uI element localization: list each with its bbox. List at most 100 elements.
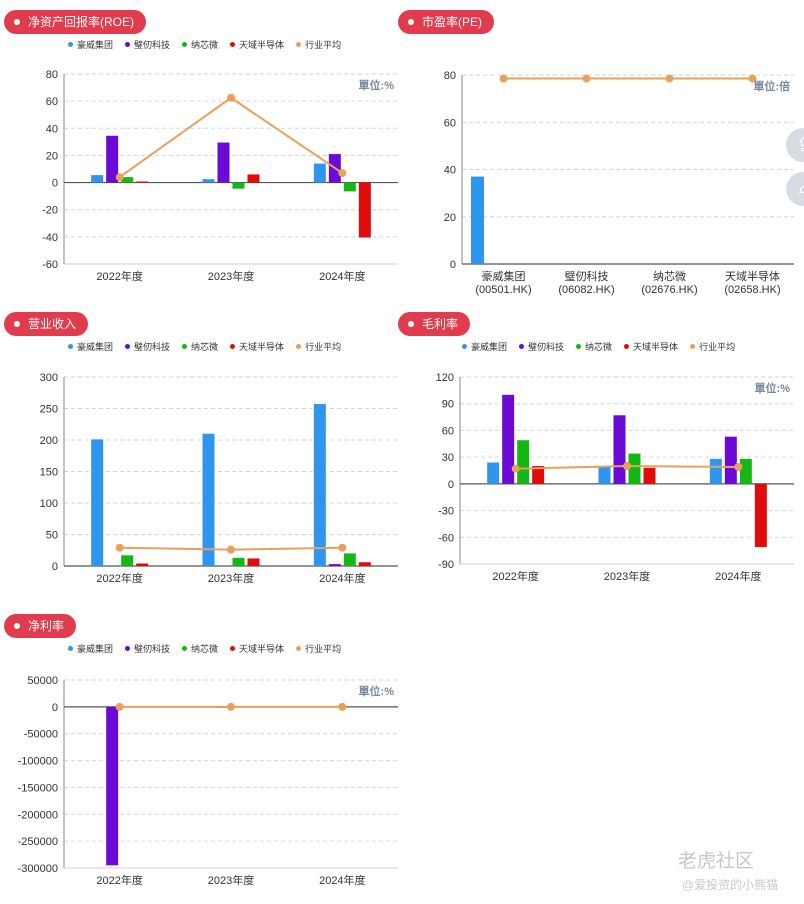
legend-item[interactable]: 璧仞科技 bbox=[125, 38, 170, 51]
y-tick-label: 0 bbox=[52, 702, 58, 714]
legend-dot bbox=[230, 646, 236, 651]
y-tick-label: 0 bbox=[448, 479, 454, 491]
bar bbox=[91, 175, 104, 183]
bar bbox=[517, 440, 530, 484]
legend-item[interactable]: 天域半导体 bbox=[230, 340, 284, 353]
legend-item[interactable]: 纳芯微 bbox=[576, 340, 612, 353]
y-tick-label: -250000 bbox=[18, 836, 58, 848]
legend-dot bbox=[125, 42, 131, 47]
average-point bbox=[115, 173, 124, 182]
bar bbox=[91, 439, 104, 566]
bar bbox=[121, 555, 134, 566]
legend-label: 豪威集团 bbox=[77, 40, 114, 50]
legend-item[interactable]: 天域半导体 bbox=[230, 38, 284, 51]
legend-dot bbox=[182, 42, 188, 47]
legend-dot bbox=[230, 42, 236, 47]
x-tick-label: (00501.HK) bbox=[475, 284, 531, 296]
legend-dot bbox=[230, 344, 236, 349]
legend-item[interactable]: 豪威集团 bbox=[68, 642, 113, 655]
y-tick-label: 100 bbox=[40, 498, 58, 510]
revenue-chart: 300 250 200 150 100 50 0 2022年度 2023年度 2024年度 bbox=[40, 372, 398, 585]
legend-item[interactable]: 璧仞科技 bbox=[125, 642, 170, 655]
legend-item[interactable]: 璧仞科技 bbox=[125, 340, 170, 353]
legend-label: 行业平均 bbox=[305, 40, 342, 50]
legend-item[interactable]: 纳芯微 bbox=[182, 642, 218, 655]
chart-title: 市盈率(PE) bbox=[398, 10, 495, 34]
average-point bbox=[734, 462, 743, 471]
legend-item[interactable]: 行业平均 bbox=[296, 340, 341, 353]
legend-label: 纳芯微 bbox=[191, 40, 219, 50]
bar bbox=[232, 182, 245, 189]
y-tick-label: 20 bbox=[46, 150, 58, 162]
average-point bbox=[338, 169, 347, 178]
legend: 豪威集团 璧仞科技 纳芯微 天域半导体 行业平均 bbox=[462, 340, 735, 353]
legend-item[interactable]: 豪威集团 bbox=[68, 340, 113, 353]
bar bbox=[121, 177, 134, 183]
x-tick-label: 2022年度 bbox=[96, 873, 142, 887]
y-tick-label: 0 bbox=[450, 259, 456, 271]
legend-item[interactable]: 天域半导体 bbox=[230, 642, 284, 655]
y-tick-label: -150000 bbox=[18, 782, 58, 794]
bar bbox=[313, 404, 326, 566]
legend: 豪威集团 璧仞科技 纳芯微 天域半导体 行业平均 bbox=[68, 340, 341, 353]
y-tick-label: 250 bbox=[40, 404, 58, 416]
bar bbox=[502, 394, 515, 484]
legend-dot bbox=[125, 646, 131, 651]
x-tick-label: 2022年度 bbox=[96, 269, 142, 283]
bar bbox=[106, 706, 119, 866]
y-tick-label: -60 bbox=[42, 259, 58, 271]
y-tick-label: 50000 bbox=[27, 675, 58, 687]
x-tick-label: 纳芯微 bbox=[653, 269, 686, 283]
bar bbox=[358, 562, 371, 566]
legend-item[interactable]: 天域半导体 bbox=[624, 340, 678, 353]
roe-panel: 净资产回报率(ROE) 豪威集团 璧仞科技 纳芯微 天域半导体 行业平均 80 6… bbox=[0, 0, 402, 300]
legend-item[interactable]: 璧仞科技 bbox=[519, 340, 564, 353]
legend-item[interactable]: 豪威集团 bbox=[462, 340, 507, 353]
legend-dot bbox=[624, 344, 630, 349]
x-tick-label: 2024年度 bbox=[319, 571, 365, 585]
bar bbox=[613, 415, 626, 484]
bar bbox=[628, 453, 641, 484]
legend-dot bbox=[519, 344, 525, 349]
bar bbox=[598, 466, 611, 484]
roe-chart: 80 60 40 20 0 -20 -40 -60 2022年度 2023年度 2024年度 單位:% bbox=[42, 69, 398, 283]
average-point bbox=[115, 702, 124, 711]
watermark-sub: @爱投资的小熊猫 bbox=[682, 878, 779, 892]
legend-label: 豪威集团 bbox=[77, 644, 114, 654]
y-tick-label: 80 bbox=[46, 69, 58, 81]
bar bbox=[643, 467, 656, 484]
legend-item[interactable]: 行业平均 bbox=[296, 38, 341, 51]
bar bbox=[754, 483, 767, 548]
x-tick-label: (02676.HK) bbox=[641, 284, 697, 296]
y-tick-label: -40 bbox=[42, 232, 58, 244]
bar bbox=[471, 176, 484, 264]
y-tick-label: -30 bbox=[438, 506, 454, 518]
x-tick-label: 2022年度 bbox=[492, 569, 538, 583]
legend-item[interactable]: 行业平均 bbox=[690, 340, 735, 353]
legend-item[interactable]: 纳芯微 bbox=[182, 38, 218, 51]
bar bbox=[202, 179, 215, 183]
y-tick-label: -100000 bbox=[18, 756, 58, 768]
legend-label: 天域半导体 bbox=[239, 644, 285, 654]
legend-dot bbox=[68, 42, 73, 47]
y-tick-label: 40 bbox=[444, 165, 456, 177]
x-tick-label: 璧仞科技 bbox=[565, 269, 609, 283]
x-tick-label: (02658.HK) bbox=[724, 284, 780, 296]
average-point bbox=[748, 74, 757, 83]
x-tick-label: 2024年度 bbox=[715, 569, 761, 583]
share-icon[interactable]: ⇪ bbox=[786, 128, 804, 162]
average-point bbox=[227, 702, 235, 711]
legend-item[interactable]: 行业平均 bbox=[296, 642, 341, 655]
y-tick-label: 60 bbox=[442, 425, 454, 437]
search-icon[interactable]: ⌕ bbox=[786, 172, 804, 206]
revenue-panel: 营业收入 豪威集团 璧仞科技 纳芯微 天域半导体 行业平均 300 250 200 1… bbox=[0, 302, 402, 602]
y-tick-label: 0 bbox=[52, 561, 58, 573]
y-tick-label: 40 bbox=[46, 123, 58, 135]
legend-dot bbox=[296, 646, 302, 651]
legend-label: 行业平均 bbox=[699, 342, 736, 352]
legend-item[interactable]: 豪威集团 bbox=[68, 38, 113, 51]
x-tick-label: 2023年度 bbox=[208, 571, 254, 585]
legend-item[interactable]: 纳芯微 bbox=[182, 340, 218, 353]
y-tick-label: 50 bbox=[46, 530, 58, 542]
legend-label: 璧仞科技 bbox=[134, 342, 171, 352]
